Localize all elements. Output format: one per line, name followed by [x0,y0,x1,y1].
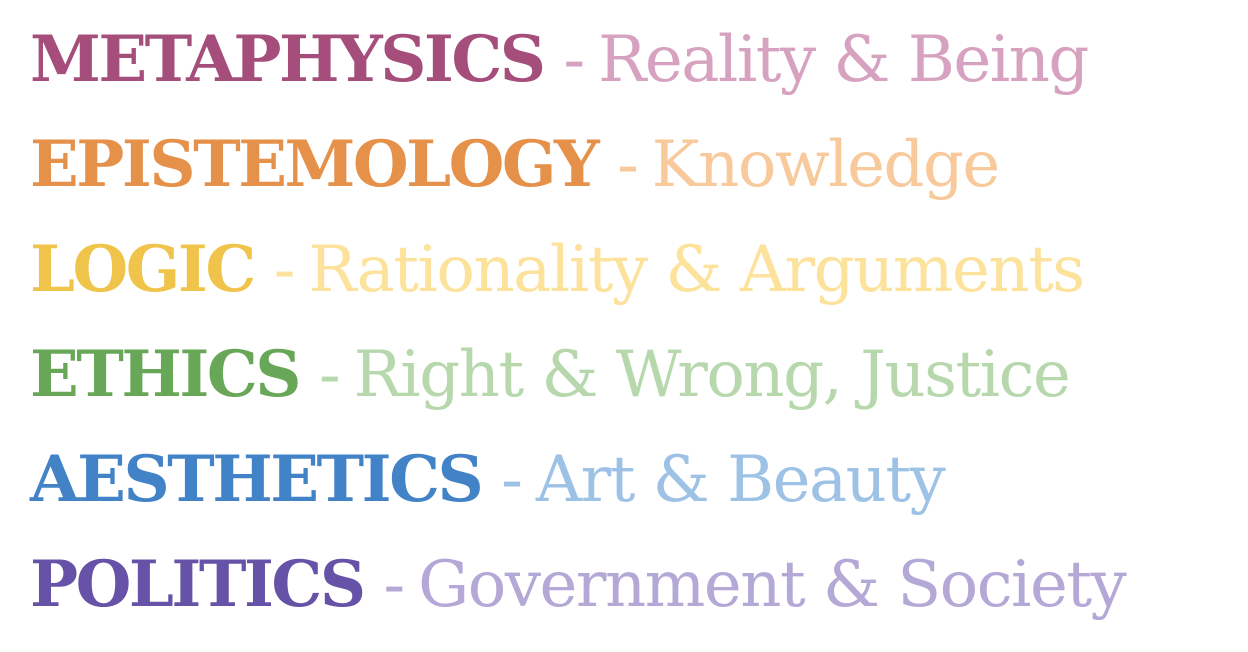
separator: - [383,548,406,622]
branch-term: EPISTEMOLOGY [30,127,600,202]
branch-term: AESTHETICS [30,442,484,517]
branch-description: Knowledge [651,128,1001,202]
separator: - [318,338,341,412]
branch-description: Reality & Being [598,23,1089,97]
branch-row-logic: LOGIC - Rationality & Arguments [30,224,1125,329]
branch-term: METAPHYSICS [30,22,546,97]
branch-row-politics: POLITICS - Government & Society [30,539,1127,644]
branch-row-ethics: ETHICS - Right & Wrong, Justice [30,329,1125,434]
branch-row-aesthetics: AESTHETICS - Art & Beauty [30,434,1125,539]
separator: - [501,443,523,517]
separator: - [563,23,586,97]
branch-description: Rationality & Arguments [308,233,1085,307]
philosophy-branches-list: METAPHYSICS - Reality & Being EPISTEMOLOGY… [30,14,1127,644]
branch-description: Government & Society [418,548,1127,622]
branch-description: Art & Beauty [535,443,946,517]
branch-term: POLITICS [30,547,366,622]
branch-description: Right & Wrong, Justice [353,338,1071,412]
branch-term: ETHICS [30,337,301,412]
branch-row-epistemology: EPISTEMOLOGY - Knowledge [30,119,1125,224]
separator: - [617,128,639,202]
branch-term: LOGIC [30,232,256,307]
separator: - [273,233,296,307]
branch-row-metaphysics: METAPHYSICS - Reality & Being [30,14,1125,119]
